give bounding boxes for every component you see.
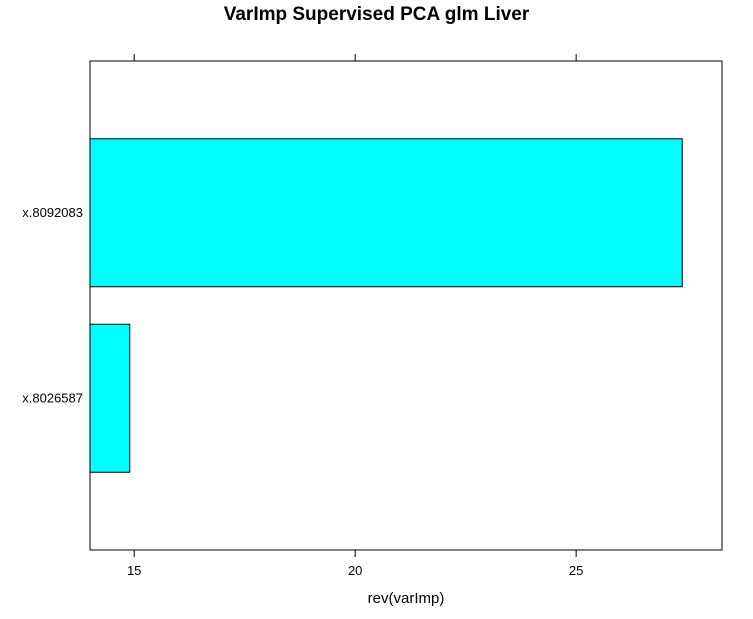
- bar-x.8026587: [89, 323, 131, 473]
- plot-frame: [89, 60, 723, 551]
- x-tick-label: 20: [348, 563, 362, 578]
- ticks-layer: x.8092083 x.8026587 15 20 25: [22, 54, 583, 578]
- y-tick-label: x.8092083: [22, 205, 83, 220]
- chart-title: VarImp Supervised PCA glm Liver: [223, 4, 530, 25]
- bar-x.8092083: [89, 138, 683, 288]
- x-tick-label: 15: [127, 563, 141, 578]
- x-axis-title: rev(varImp): [368, 590, 445, 607]
- x-tick-label: 25: [569, 563, 583, 578]
- bars-layer: [89, 138, 683, 473]
- y-tick-label: x.8026587: [22, 390, 83, 405]
